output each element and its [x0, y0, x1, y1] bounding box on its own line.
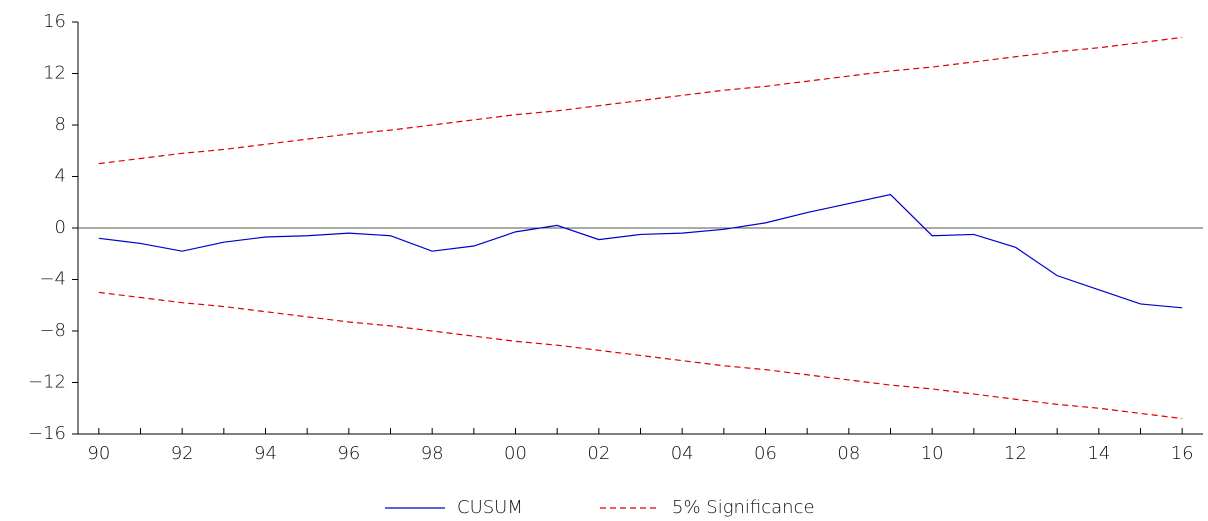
y-tick-label: 16: [43, 11, 66, 32]
x-tick-label: 96: [337, 443, 360, 464]
x-tick-label: 94: [254, 443, 277, 464]
y-tick-label: −8: [39, 320, 66, 341]
legend-label: 5% Significance: [672, 497, 815, 518]
y-tick-label: 12: [43, 63, 66, 84]
y-tick-label: 0: [55, 217, 66, 238]
x-tick-label: 92: [171, 443, 194, 464]
x-tick-label: 06: [754, 443, 777, 464]
line-series: [98, 36, 1183, 165]
y-tick-label: −16: [28, 423, 66, 444]
x-tick-label: 04: [671, 443, 694, 464]
x-tick-label: 16: [1171, 443, 1194, 464]
y-tick-label: −4: [39, 269, 66, 290]
x-tick-label: 02: [587, 443, 610, 464]
x-tick-label: 14: [1087, 443, 1110, 464]
y-tick-label: −12: [28, 372, 66, 393]
x-tick-label: 08: [837, 443, 860, 464]
legend-label: CUSUM: [457, 497, 523, 518]
y-tick-label: 8: [55, 114, 66, 135]
x-tick-label: 00: [504, 443, 527, 464]
x-tick-label: 98: [421, 443, 444, 464]
x-tick-label: 12: [1004, 443, 1027, 464]
x-tick-label: 10: [921, 443, 944, 464]
line-series: [98, 193, 1183, 309]
x-tick-label: 90: [87, 443, 110, 464]
y-tick-label: 4: [55, 166, 66, 187]
line-series: [98, 291, 1183, 420]
